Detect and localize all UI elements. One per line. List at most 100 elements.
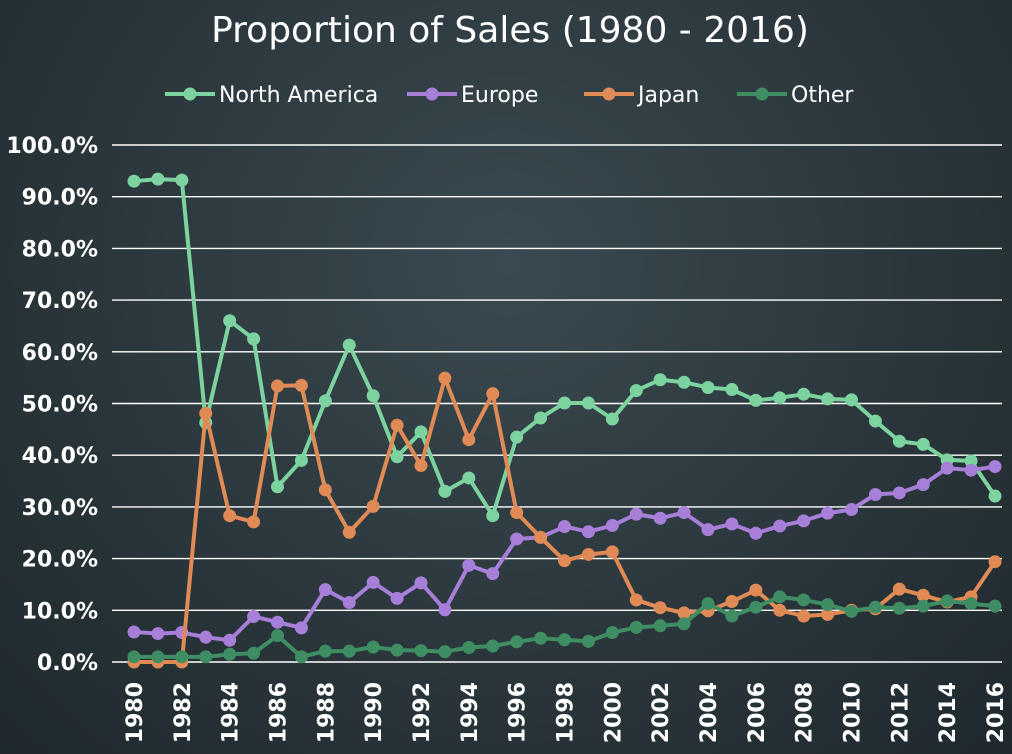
data-point-other bbox=[127, 650, 141, 664]
legend-item-north-america: North America bbox=[165, 83, 378, 108]
x-tick-label: 1994 bbox=[458, 682, 483, 743]
data-point-europe bbox=[462, 558, 476, 572]
data-point-north-america bbox=[175, 173, 189, 187]
data-point-europe bbox=[868, 487, 882, 501]
y-tick-label: 80.0% bbox=[22, 237, 98, 262]
data-point-japan bbox=[342, 525, 356, 539]
data-point-europe bbox=[390, 591, 404, 605]
x-tick-label: 1990 bbox=[362, 682, 387, 743]
data-point-north-america bbox=[605, 412, 619, 426]
data-point-north-america bbox=[653, 373, 667, 387]
data-point-europe bbox=[892, 486, 906, 500]
legend-item-other: Other bbox=[737, 83, 854, 108]
series-other bbox=[127, 590, 1002, 664]
data-point-europe bbox=[916, 478, 930, 492]
series-europe bbox=[127, 460, 1002, 647]
data-point-japan bbox=[414, 459, 428, 473]
data-point-north-america bbox=[725, 383, 739, 397]
series-line-other bbox=[134, 594, 996, 659]
data-point-japan bbox=[797, 609, 811, 623]
data-point-north-america bbox=[677, 375, 691, 389]
data-point-europe bbox=[749, 526, 763, 540]
data-point-japan bbox=[247, 515, 261, 529]
data-point-europe bbox=[701, 523, 715, 537]
data-point-north-america bbox=[486, 509, 500, 523]
data-point-other bbox=[462, 641, 476, 655]
data-point-north-america bbox=[247, 332, 261, 346]
x-tick-label: 2016 bbox=[984, 682, 1009, 743]
data-point-europe bbox=[414, 576, 428, 590]
data-point-other bbox=[749, 600, 763, 614]
data-point-other bbox=[773, 590, 787, 604]
data-point-other bbox=[916, 599, 930, 613]
data-point-other bbox=[701, 597, 715, 611]
chart-title: Proportion of Sales (1980 - 2016) bbox=[211, 10, 809, 51]
data-point-japan bbox=[581, 547, 595, 561]
data-point-europe bbox=[271, 615, 284, 629]
data-point-other bbox=[318, 644, 332, 658]
x-tick-label: 1992 bbox=[410, 682, 435, 743]
x-tick-label: 1996 bbox=[506, 682, 531, 743]
data-point-north-america bbox=[701, 380, 715, 394]
data-point-other bbox=[605, 626, 619, 640]
y-tick-label: 0.0% bbox=[37, 651, 98, 676]
data-point-japan bbox=[366, 499, 380, 513]
data-point-europe bbox=[366, 575, 380, 589]
data-point-other bbox=[653, 619, 667, 633]
data-point-north-america bbox=[749, 393, 763, 407]
data-point-north-america bbox=[534, 411, 548, 425]
data-point-other bbox=[892, 601, 906, 615]
data-point-europe bbox=[773, 519, 787, 533]
x-tick-label: 2012 bbox=[888, 682, 913, 743]
data-point-north-america bbox=[558, 396, 571, 410]
data-point-north-america bbox=[438, 484, 452, 498]
data-point-europe bbox=[438, 603, 452, 617]
x-axis-tick-labels: 1980 1982 1984 1986 1988 1990 1992 1994 1996 1998… bbox=[123, 682, 1009, 743]
data-point-japan bbox=[892, 582, 906, 596]
data-point-north-america bbox=[462, 471, 476, 485]
data-point-japan bbox=[294, 378, 308, 392]
data-point-other bbox=[940, 594, 954, 608]
data-point-europe bbox=[510, 532, 524, 546]
data-point-north-america bbox=[127, 174, 141, 188]
data-point-europe bbox=[318, 583, 332, 597]
data-point-other bbox=[366, 640, 380, 654]
data-point-north-america bbox=[868, 414, 882, 428]
data-point-other bbox=[342, 644, 356, 658]
data-point-europe bbox=[725, 517, 739, 531]
x-tick-label: 1984 bbox=[219, 682, 244, 743]
data-point-europe bbox=[677, 506, 691, 520]
data-point-europe bbox=[127, 625, 141, 639]
data-point-other bbox=[845, 604, 858, 618]
data-point-europe bbox=[988, 460, 1002, 474]
data-point-north-america bbox=[223, 314, 237, 328]
y-tick-label: 40.0% bbox=[22, 444, 98, 469]
data-point-north-america bbox=[629, 384, 643, 398]
y-axis-tick-labels: 0.0% 10.0% 20.0% 30.0% 40.0% 50.0% 60.0% 70.0% 8… bbox=[6, 134, 98, 676]
data-point-europe bbox=[558, 520, 571, 534]
data-point-other bbox=[534, 631, 548, 645]
series-north-america bbox=[127, 172, 1002, 523]
data-point-north-america bbox=[916, 437, 930, 451]
x-tick-label: 2006 bbox=[745, 682, 770, 743]
data-point-other bbox=[438, 645, 452, 659]
data-point-north-america bbox=[892, 434, 906, 448]
data-point-other bbox=[390, 643, 404, 657]
data-point-japan bbox=[390, 418, 404, 432]
data-point-other bbox=[558, 633, 571, 647]
data-point-north-america bbox=[510, 430, 524, 444]
data-point-japan bbox=[486, 387, 500, 401]
data-point-north-america bbox=[342, 338, 356, 352]
data-point-japan bbox=[773, 603, 787, 617]
data-point-japan bbox=[653, 601, 667, 615]
data-point-other bbox=[868, 600, 882, 614]
legend-item-japan: Japan bbox=[584, 83, 699, 108]
y-tick-label: 60.0% bbox=[22, 341, 98, 366]
data-point-other bbox=[151, 650, 165, 664]
data-point-north-america bbox=[845, 393, 858, 407]
data-point-europe bbox=[223, 633, 237, 647]
legend-label-japan: Japan bbox=[636, 83, 699, 108]
data-point-other bbox=[414, 644, 428, 658]
x-tick-label: 2004 bbox=[697, 682, 722, 743]
data-point-europe bbox=[581, 525, 595, 539]
